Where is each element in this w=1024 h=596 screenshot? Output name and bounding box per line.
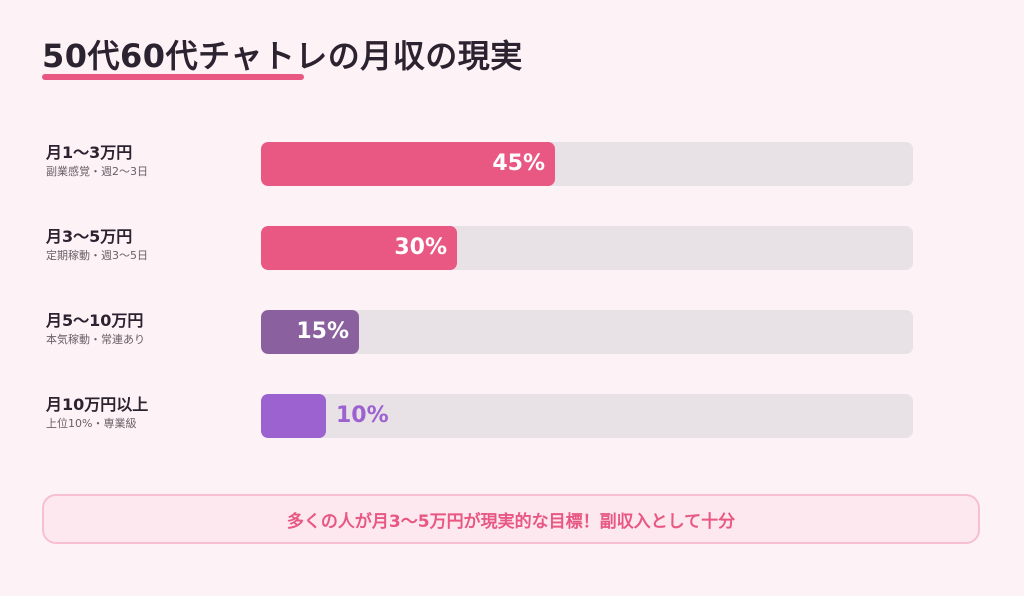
bar-track: 45% — [261, 142, 913, 186]
bar-track: 30% — [261, 226, 913, 270]
category-sublabel: 上位10%・専業級 — [46, 417, 137, 430]
bar — [261, 142, 555, 186]
bar-track: 10% — [261, 394, 913, 438]
bar-value-label: 15% — [296, 319, 349, 344]
title-underline — [42, 74, 304, 80]
page-title: 50代60代チャトレの月収の現実 — [42, 37, 523, 75]
bar-label: 月3〜5万円定期稼動・週3〜5日 — [46, 226, 148, 264]
bar-track: 15% — [261, 310, 913, 354]
bar-row: 月5〜10万円本気稼動・常連あり 15% — [0, 310, 1024, 354]
category-label: 月3〜5万円 — [46, 227, 133, 246]
bar-label: 月1〜3万円副業感覚・週2〜3日 — [46, 142, 148, 180]
bar-row: 月10万円以上上位10%・専業級 10% — [0, 394, 1024, 438]
category-sublabel: 本気稼動・常連あり — [46, 333, 145, 346]
bar-label: 月10万円以上上位10%・専業級 — [46, 394, 148, 432]
bar — [261, 394, 326, 438]
category-sublabel: 副業感覚・週2〜3日 — [46, 165, 148, 178]
bar-value-label: 45% — [492, 151, 545, 176]
bar-label: 月5〜10万円本気稼動・常連あり — [46, 310, 145, 348]
bar-value-label: 10% — [336, 403, 389, 428]
category-label: 月10万円以上 — [46, 395, 149, 414]
category-label: 月1〜3万円 — [46, 143, 133, 162]
bar-row: 月3〜5万円定期稼動・週3〜5日 30% — [0, 226, 1024, 270]
bar — [261, 226, 457, 270]
summary-note: 多くの人が月3〜5万円が現実的な目標！副収入として十分 — [42, 494, 980, 544]
bar-value-label: 30% — [394, 235, 447, 260]
bar — [261, 310, 359, 354]
category-sublabel: 定期稼動・週3〜5日 — [46, 249, 148, 262]
category-label: 月5〜10万円 — [46, 311, 144, 330]
summary-note-text: 多くの人が月3〜5万円が現実的な目標！副収入として十分 — [286, 511, 736, 532]
title-block: 50代60代チャトレの月収の現実 — [42, 36, 523, 80]
bar-row: 月1〜3万円副業感覚・週2〜3日 45% — [0, 142, 1024, 186]
